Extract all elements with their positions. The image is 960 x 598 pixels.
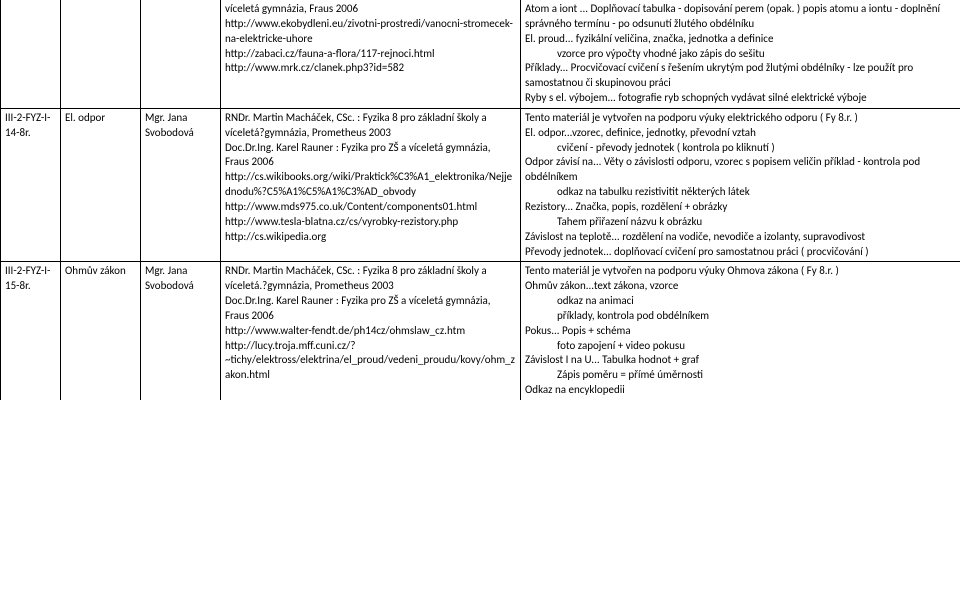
curriculum-table: víceletá gymnázia, Fraus 2006http://www.… [0, 0, 960, 400]
description-line: Závislost I na U... Tabulka hodnot + gra… [525, 353, 956, 368]
code-cell: III-2-FYZ-I-14-8r. [1, 108, 61, 261]
description-line: Odpor závisí na... Věty o závislosti odp… [525, 155, 956, 185]
description-cell: Tento materiál je vytvořen na podporu vý… [521, 262, 960, 400]
description-line: Ohmův zákon...text zákona, vzorce [525, 279, 956, 294]
table-row: III-2-FYZ-I-15-8r.Ohmův zákonMgr. Jana S… [1, 262, 960, 400]
description-line: Závislost na teplotě... rozdělení na vod… [525, 230, 956, 245]
description-line: Ryby s el. výbojem... fotografie ryb sch… [525, 91, 956, 106]
topic-cell [61, 0, 141, 108]
description-line: foto zapojení + video pokusu [525, 339, 956, 354]
description-line: vzorce pro výpočty vhodné jako zápis do … [525, 47, 956, 62]
description-line: Příklady... Procvičovací cvičení s řešen… [525, 61, 956, 91]
code-cell: III-2-FYZ-I-15-8r. [1, 262, 61, 400]
description-line: El. odpor...vzorec, definice, jednotky, … [525, 126, 956, 141]
description-line: odkaz na animaci [525, 294, 956, 309]
sources-cell: RNDr. Martin Macháček, CSc. : Fyzika 8 p… [221, 262, 521, 400]
description-line: Tahem přiřazení názvu k obrázku [525, 215, 956, 230]
description-line: Tento materiál je vytvořen na podporu vý… [525, 264, 956, 279]
description-line: odkaz na tabulku rezistivitit některých … [525, 185, 956, 200]
sources-cell: víceletá gymnázia, Fraus 2006http://www.… [221, 0, 521, 108]
topic-cell: El. odpor [61, 108, 141, 261]
description-line: Zápis poměru = přímé úměrnosti [525, 368, 956, 383]
description-line: Odkaz na encyklopedii [525, 383, 956, 398]
description-cell: Tento materiál je vytvořen na podporu vý… [521, 108, 960, 261]
sources-cell: RNDr. Martin Macháček, CSc. : Fyzika 8 p… [221, 108, 521, 261]
author-cell [141, 0, 221, 108]
table-row: víceletá gymnázia, Fraus 2006http://www.… [1, 0, 960, 108]
description-line: Pokus... Popis + schéma [525, 324, 956, 339]
table-row: III-2-FYZ-I-14-8r.El. odporMgr. Jana Svo… [1, 108, 960, 261]
description-line: Rezistory... Značka, popis, rozdělení + … [525, 200, 956, 215]
code-cell [1, 0, 61, 108]
description-line: cvičení - převody jednotek ( kontrola po… [525, 141, 956, 156]
author-cell: Mgr. Jana Svobodová [141, 262, 221, 400]
description-line: Tento materiál je vytvořen na podporu vý… [525, 111, 956, 126]
description-line: příklady, kontrola pod obdélníkem [525, 309, 956, 324]
description-line: Převody jednotek... doplňovací cvičení p… [525, 245, 956, 260]
topic-cell: Ohmův zákon [61, 262, 141, 400]
description-line: El. proud... fyzikální veličina, značka,… [525, 32, 956, 47]
description-cell: Atom a iont ... Doplňovací tabulka - dop… [521, 0, 960, 108]
author-cell: Mgr. Jana Svobodová [141, 108, 221, 261]
description-line: Atom a iont ... Doplňovací tabulka - dop… [525, 2, 956, 32]
